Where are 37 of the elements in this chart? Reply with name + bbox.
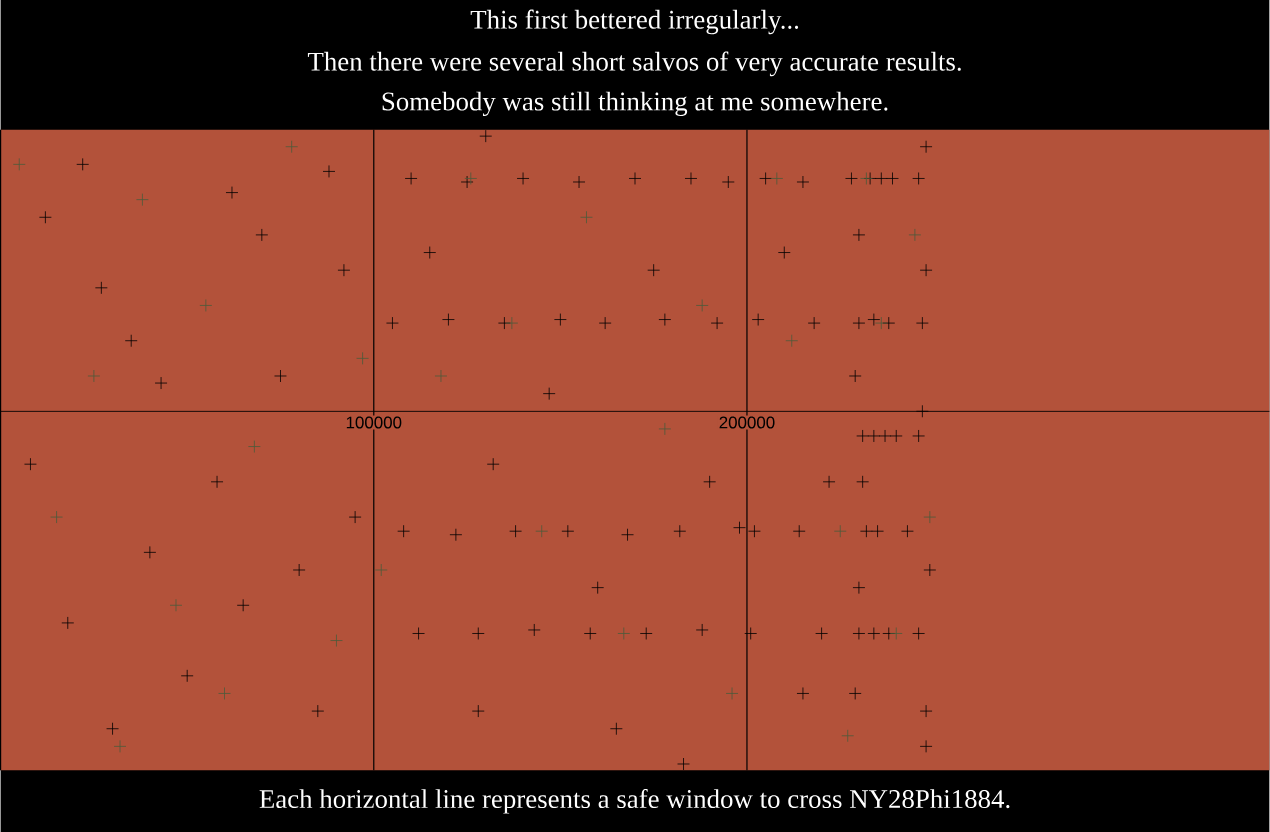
point <box>923 510 937 524</box>
chart-title: This first bettered irregularly... <box>470 9 799 35</box>
point <box>785 334 799 348</box>
point <box>218 686 231 700</box>
point <box>841 729 855 743</box>
point <box>12 157 26 171</box>
point <box>725 686 739 700</box>
point <box>505 316 519 330</box>
point <box>199 298 213 312</box>
text: Somebody was still thinking at me somewhere. <box>382 91 888 117</box>
point <box>833 524 847 538</box>
point <box>889 626 903 640</box>
point <box>356 351 369 365</box>
point <box>87 369 101 383</box>
x-tick-label: 100000 <box>346 416 402 429</box>
point <box>658 422 672 436</box>
point <box>859 171 873 185</box>
point <box>535 524 549 538</box>
point <box>580 210 593 224</box>
x-tick-label: 200000 <box>719 416 775 429</box>
point <box>374 563 388 577</box>
point <box>285 140 299 154</box>
point <box>695 298 709 312</box>
point <box>247 440 261 453</box>
point <box>617 626 631 640</box>
text: Each horizontal line represents a safe window to cross NY28Phi1884. <box>259 788 1010 814</box>
point <box>50 510 63 524</box>
point <box>874 316 888 330</box>
chart-subtitle: Then there were several short salvos of very accurate results. <box>307 51 961 77</box>
point <box>434 369 448 383</box>
point <box>330 634 343 647</box>
point <box>136 193 149 206</box>
point <box>464 171 478 185</box>
point <box>770 171 784 185</box>
point <box>169 598 183 612</box>
point <box>908 228 922 242</box>
point <box>113 739 127 753</box>
